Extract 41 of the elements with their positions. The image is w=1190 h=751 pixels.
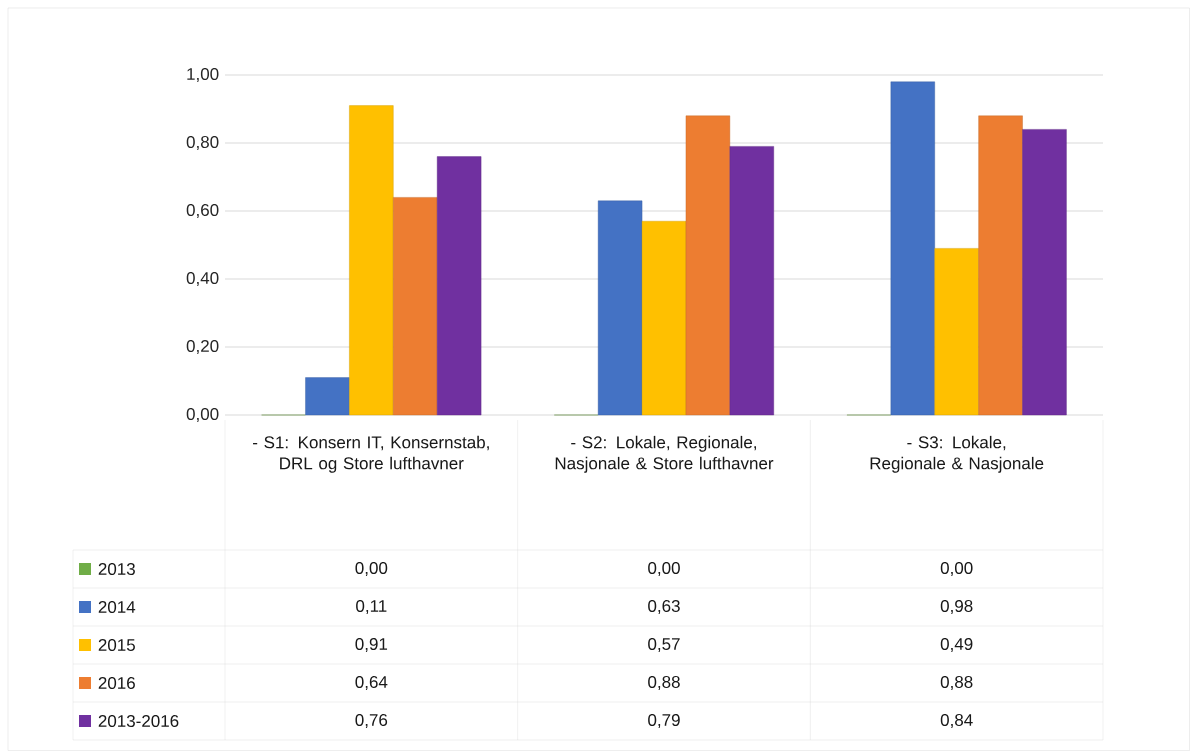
y-tick-label: 0,80 — [186, 135, 219, 151]
y-tick-label: 0,40 — [186, 271, 219, 287]
x-tick-label: - S1: Konsern IT, Konsernstab, DRL og Store lufthavner — [253, 435, 489, 473]
y-tick-label: 0,60 — [186, 203, 219, 219]
bar — [305, 377, 350, 416]
data-label: 0,88 — [940, 675, 973, 691]
legend-label: 2013-2016 — [98, 714, 179, 728]
data-label: 0,88 — [648, 675, 680, 691]
legend-label: 2015 — [98, 638, 135, 652]
data-label: 0,00 — [648, 561, 680, 577]
bar — [436, 156, 482, 416]
data-label: 0,00 — [940, 561, 973, 577]
legend-label: 2013 — [98, 562, 135, 576]
bar — [729, 146, 774, 416]
data-label: 0,79 — [648, 713, 680, 729]
legend-label: 2016 — [98, 676, 135, 690]
data-label: 0,64 — [355, 675, 388, 691]
data-label: 0,63 — [648, 599, 680, 615]
data-label: 0,00 — [355, 561, 388, 577]
bar — [978, 115, 1023, 416]
data-label: 0,91 — [355, 637, 388, 653]
bar — [890, 81, 935, 416]
x-tick-label: - S3: Lokale, Regionale & Nasjonale — [870, 435, 1044, 473]
y-tick-label: 1,00 — [187, 67, 219, 83]
bar — [685, 115, 731, 416]
data-label: 0,57 — [648, 637, 680, 653]
data-label: 0,98 — [940, 599, 973, 615]
bar — [1022, 129, 1067, 416]
y-tick-label: 0,00 — [186, 407, 219, 423]
data-label: 0,76 — [355, 713, 388, 729]
bar — [393, 197, 438, 416]
y-tick-label: 0,20 — [186, 339, 219, 355]
data-label: 0,11 — [356, 599, 387, 615]
x-tick-label: - S2: Lokale, Regionale, Nasjonale & Store lufthavner — [555, 435, 774, 473]
legend-label: 2014 — [98, 600, 136, 614]
bar — [641, 221, 687, 416]
bar — [349, 105, 394, 416]
data-label: 0,84 — [940, 713, 973, 729]
bar — [597, 200, 643, 416]
data-label: 0,49 — [940, 637, 973, 653]
bar — [934, 248, 979, 416]
